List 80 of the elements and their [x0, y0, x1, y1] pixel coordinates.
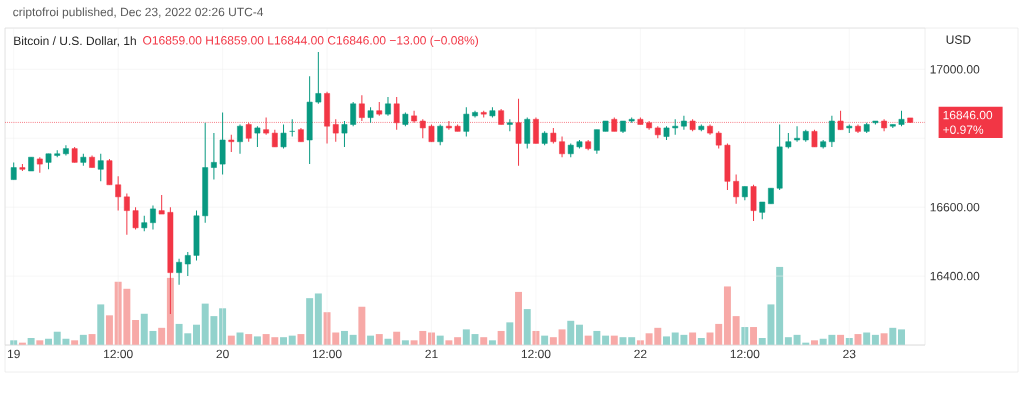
bar — [462, 329, 470, 345]
bar — [105, 315, 113, 345]
bar — [732, 316, 740, 345]
candlestick — [681, 115, 687, 131]
candlestick — [280, 123, 287, 150]
bar — [97, 304, 105, 345]
bar — [575, 324, 583, 345]
bar — [506, 322, 514, 345]
candlestick — [97, 153, 104, 182]
x-tick-label: 12:00 — [312, 349, 342, 359]
bar — [480, 337, 488, 345]
bar — [314, 293, 322, 345]
candlestick — [733, 173, 740, 205]
bar — [306, 298, 314, 345]
y-tick-label: 16600.00 — [930, 202, 980, 212]
bar — [889, 327, 897, 345]
text: O16859.00 H16859.00 L16844.00 C16846.00 −13.00 (−0.08%) — [143, 35, 479, 47]
x-tick-label: 19 — [7, 349, 20, 359]
bar — [393, 331, 401, 345]
candlestick — [211, 132, 217, 181]
bar — [898, 329, 905, 345]
ref-line-label: 16846.00 +0.97% — [943, 110, 993, 134]
candlestick — [828, 115, 835, 148]
bar — [628, 337, 636, 345]
x-tick-label: 20 — [216, 349, 229, 359]
text: Bitcoin / U.S. Dollar, 1h — [14, 36, 136, 47]
bar — [593, 330, 601, 345]
x-tick-label: 12:00 — [104, 349, 133, 359]
candlestick — [794, 125, 800, 143]
bar — [132, 320, 140, 345]
candlestick — [132, 206, 139, 231]
bar — [245, 334, 253, 345]
bar — [784, 337, 792, 345]
bar — [280, 337, 288, 345]
candlestick — [559, 136, 565, 158]
candlestick — [463, 106, 470, 138]
y-tick-label: 17000.00 — [930, 65, 980, 74]
candlestick — [350, 101, 357, 127]
bar — [454, 337, 462, 345]
x-tick-label: 12:00 — [521, 349, 551, 359]
bar — [558, 329, 566, 345]
candlestick — [123, 192, 130, 236]
bar — [497, 330, 505, 345]
bar — [776, 266, 784, 345]
y-axis-title: USD — [946, 35, 971, 44]
x-tick-label: 21 — [425, 349, 438, 359]
bar — [158, 327, 166, 345]
bar — [515, 291, 523, 345]
bar — [375, 334, 383, 345]
candlestick — [341, 120, 348, 148]
bar — [523, 309, 531, 345]
bar — [750, 327, 758, 345]
candlestick — [237, 123, 243, 155]
candlestick — [254, 125, 261, 148]
y-tick-label: 16400.00 — [930, 271, 980, 281]
x-tick-label: 22 — [634, 349, 647, 359]
text: criptofroi published, Dec 23, 2022 02:26 UTC-4 — [13, 7, 264, 19]
candlestick — [437, 123, 444, 146]
bar — [358, 306, 366, 345]
x-tick-label: 23 — [843, 349, 856, 359]
candlestick — [593, 129, 600, 155]
bar — [723, 286, 731, 345]
bar — [880, 333, 888, 345]
candlestick — [115, 175, 122, 212]
candlestick — [176, 258, 182, 286]
bar — [567, 320, 575, 345]
bar — [193, 324, 200, 345]
candlestick — [385, 96, 391, 117]
candlestick — [150, 204, 156, 231]
bar — [340, 330, 348, 345]
x-tick-label: 12:00 — [730, 349, 760, 359]
candlestick — [315, 51, 322, 105]
bar — [549, 337, 557, 345]
candlestick — [184, 251, 191, 277]
bar — [297, 334, 305, 345]
bar — [253, 336, 261, 345]
bar — [663, 336, 670, 345]
candlestick — [158, 194, 165, 215]
bar — [166, 277, 174, 345]
bar — [88, 334, 96, 345]
